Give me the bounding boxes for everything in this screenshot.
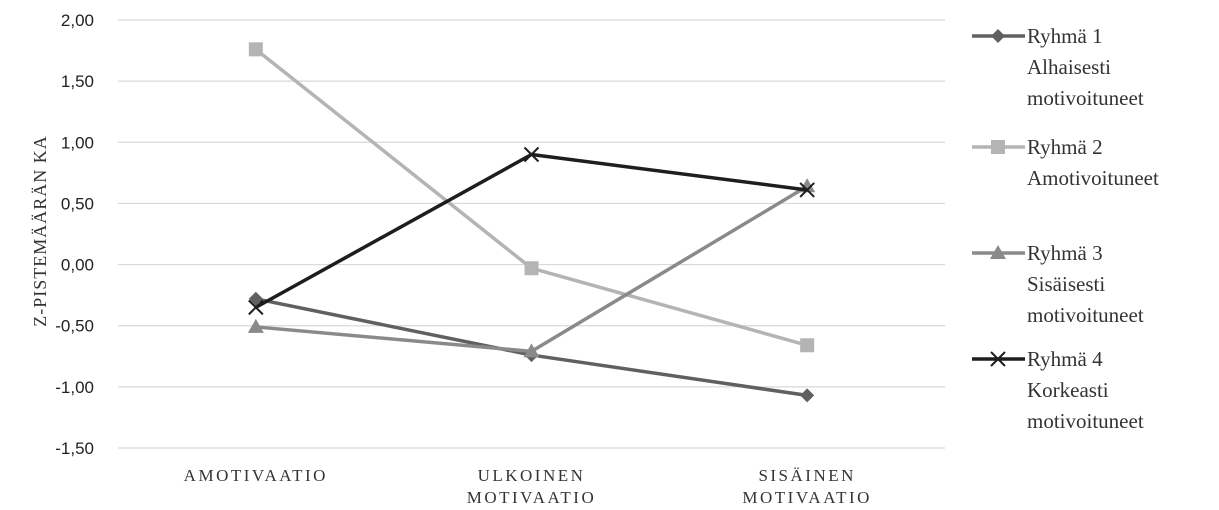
diamond-marker (800, 388, 815, 403)
triangle-marker (990, 245, 1006, 259)
diamond-marker (991, 29, 1005, 43)
legend-item-4: Ryhmä 4 Korkeasti motivoituneet (972, 347, 1144, 433)
x-axis-categories: AMOTIVAATIO ULKOINEN MOTIVAATIO SISÄINEN MOT… (184, 466, 872, 507)
legend-item-2: Ryhmä 2 Amotivoituneet (972, 135, 1159, 190)
grid-lines (118, 19, 945, 449)
square-marker (800, 338, 815, 353)
legend-label: motivoituneet (1027, 409, 1144, 433)
square-marker (991, 140, 1005, 154)
diamond-marker (248, 291, 263, 306)
legend-label: motivoituneet (1027, 86, 1144, 110)
legend-label: Ryhmä 2 (1027, 135, 1103, 159)
series-line (254, 47, 808, 347)
x-category-label: MOTIVAATIO (742, 488, 872, 507)
y-tick-label: 2,00 (61, 11, 94, 30)
x-category-label: AMOTIVAATIO (184, 466, 328, 485)
y-tick-label: 1,50 (61, 72, 94, 91)
legend-label: motivoituneet (1027, 303, 1144, 327)
y-tick-label: -1,00 (55, 378, 94, 397)
cross-marker (990, 351, 1006, 367)
legend: Ryhmä 1 Alhaisesti motivoituneet Ryhmä 2 Amo… (972, 24, 1159, 433)
triangle-marker (523, 343, 540, 358)
legend-label: Amotivoituneet (1027, 166, 1159, 190)
legend-label: Ryhmä 1 (1027, 24, 1103, 48)
y-tick-label: -0,50 (55, 317, 94, 336)
x-category-label: ULKOINEN (478, 466, 586, 485)
legend-label: Ryhmä 3 (1027, 241, 1103, 265)
cross-marker (799, 182, 815, 198)
y-tick-label: 0,00 (61, 256, 94, 275)
square-marker (248, 42, 263, 57)
legend-label: Ryhmä 4 (1027, 347, 1103, 371)
series-2 (248, 42, 815, 353)
y-axis-title: Z-PISTEMÄÄRÄN KA (30, 135, 50, 327)
y-tick-label: 1,00 (61, 133, 94, 152)
y-tick-label: 0,50 (61, 194, 94, 213)
legend-label: Korkeasti (1027, 378, 1109, 402)
square-marker (524, 261, 539, 276)
legend-item-1: Ryhmä 1 Alhaisesti motivoituneet (972, 24, 1144, 110)
series-line (254, 152, 808, 309)
cross-marker (523, 146, 540, 163)
cross-marker (248, 299, 264, 316)
legend-item-3: Ryhmä 3 Sisäisesti motivoituneet (972, 241, 1144, 327)
legend-label: Sisäisesti (1027, 272, 1105, 296)
series-layer (247, 42, 816, 403)
triangle-marker (247, 318, 264, 333)
x-category-label: MOTIVAATIO (467, 488, 597, 507)
series-4 (248, 146, 815, 316)
y-tick-label: -1,50 (55, 439, 94, 458)
legend-label: Alhaisesti (1027, 55, 1111, 79)
x-category-label: SISÄINEN (758, 466, 855, 485)
y-axis-ticks: 2,00 1,50 1,00 0,50 0,00 -0,50 -1,00 -1,50 (55, 11, 94, 458)
